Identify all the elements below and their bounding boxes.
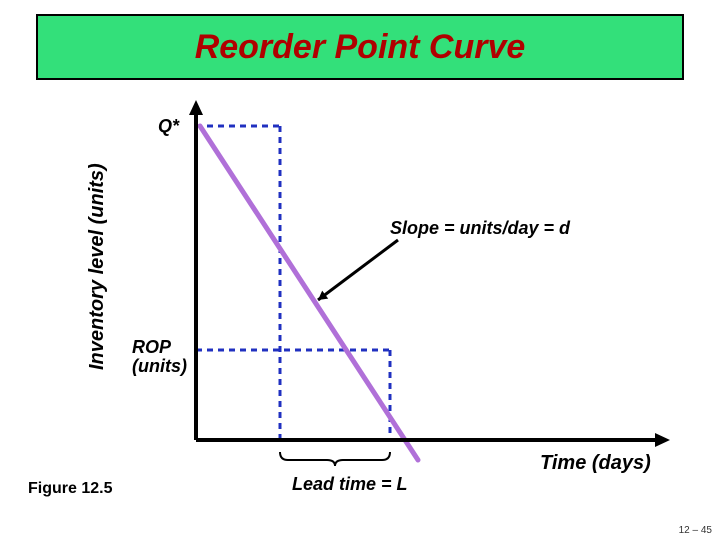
slide: { "title": { "text": "Reorder Point Curv…: [0, 0, 720, 540]
chart-svg: [0, 0, 720, 540]
